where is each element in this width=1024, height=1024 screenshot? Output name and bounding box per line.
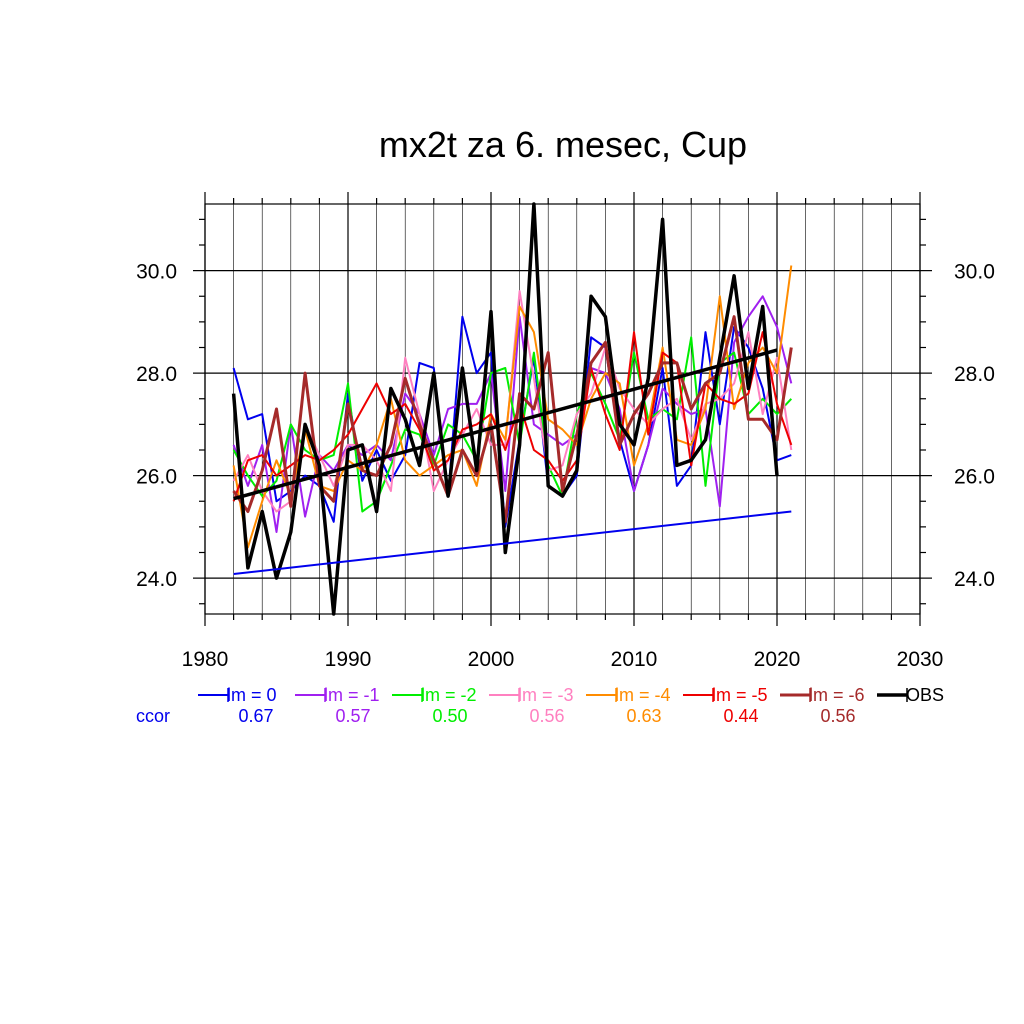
axis-ticks: 1980 1990 2000 2010 2020 2030 24.0 24.0 26.0 26.0… <box>136 192 995 671</box>
legend-label: lm = -4 <box>615 685 671 705</box>
series-lines <box>231 202 793 616</box>
plot-frame <box>204 203 921 615</box>
series-line-5 <box>232 331 793 502</box>
ccor-value: 0.67 <box>238 706 273 726</box>
x-tick-label: 1990 <box>325 648 372 671</box>
grid <box>204 204 921 614</box>
series-line-7 <box>231 202 779 616</box>
legend-label: lm = -3 <box>518 685 574 705</box>
legend-label: OBS <box>906 685 944 705</box>
ccor-label: ccor <box>136 706 170 726</box>
y-tick-label-left: 26.0 <box>136 466 177 489</box>
ccor-value: 0.57 <box>335 706 370 726</box>
legend-label: lm = 0 <box>227 685 277 705</box>
legend-label: lm = -6 <box>809 685 865 705</box>
y-tick-label-left: 30.0 <box>136 261 177 284</box>
y-tick-label-right: 28.0 <box>954 363 995 386</box>
y-tick-label-right: 30.0 <box>954 261 995 284</box>
ccor-value: 0.44 <box>723 706 758 726</box>
legend-label: lm = -5 <box>712 685 768 705</box>
x-tick-label: 2020 <box>754 648 801 671</box>
ccor-value: 0.56 <box>820 706 855 726</box>
trend-line-0 <box>233 510 792 576</box>
trend-line-1 <box>233 348 778 501</box>
series-line-2 <box>232 336 793 513</box>
chart-title: mx2t za 6. mesec, Cup <box>379 124 747 165</box>
y-tick-label-right: 24.0 <box>954 568 995 591</box>
legend: ccor lm = 00.67 lm = -10.57 lm = -20.50 lm =… <box>136 685 944 726</box>
legend-label: lm = -1 <box>324 685 380 705</box>
x-tick-label: 2010 <box>611 648 658 671</box>
x-tick-label: 1980 <box>182 648 229 671</box>
ccor-value: 0.50 <box>432 706 467 726</box>
series-line-6 <box>232 315 793 524</box>
y-tick-label-left: 24.0 <box>136 568 177 591</box>
x-tick-label: 2000 <box>468 648 515 671</box>
y-tick-label-right: 26.0 <box>954 466 995 489</box>
ccor-value: 0.63 <box>626 706 661 726</box>
legend-label: lm = -2 <box>421 685 477 705</box>
y-tick-label-left: 28.0 <box>136 363 177 386</box>
ccor-value: 0.56 <box>529 706 564 726</box>
x-tick-label: 2030 <box>897 648 944 671</box>
